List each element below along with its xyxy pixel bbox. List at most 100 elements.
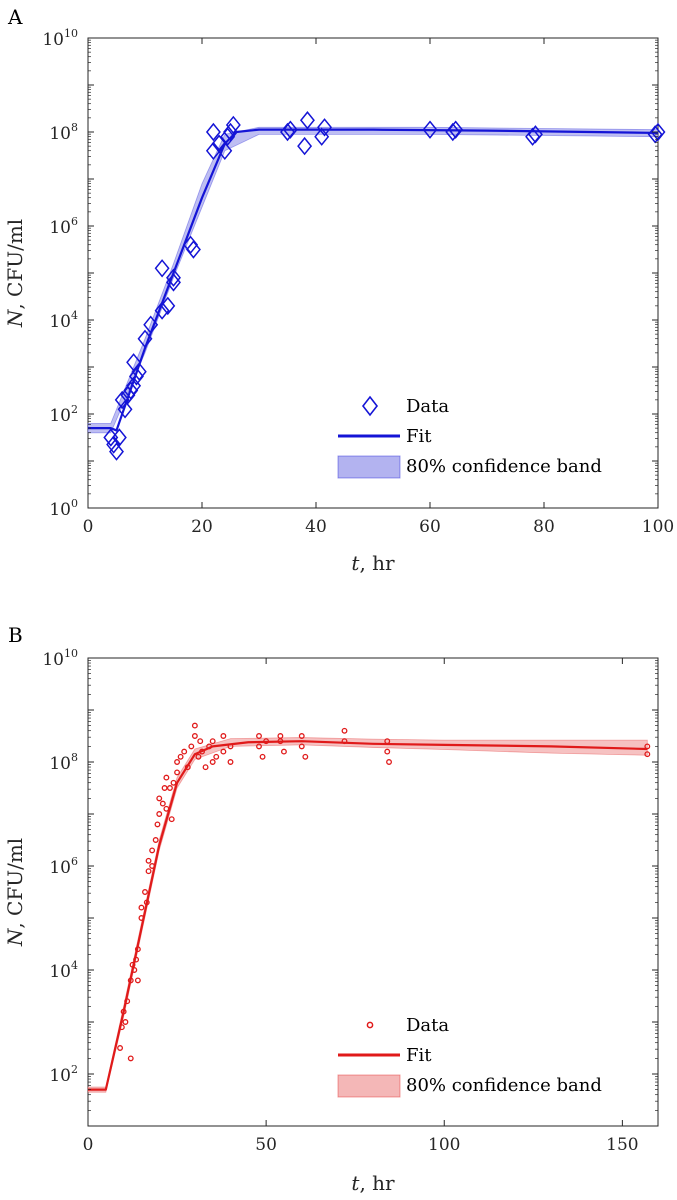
- data-point: [117, 1045, 124, 1051]
- y-tick-label: 108: [49, 121, 78, 144]
- data-point: [170, 779, 177, 786]
- data-point: [122, 1019, 129, 1025]
- data-point: [156, 795, 163, 802]
- y-tick-label: 108: [49, 751, 78, 774]
- panel-a-fit-line: [88, 128, 659, 432]
- panel-b-y-axis-label: N, CFU/ml: [3, 838, 27, 947]
- fit-line: [88, 128, 659, 432]
- x-tick-label: 0: [83, 517, 94, 537]
- data-point: [422, 120, 438, 139]
- data-point: [384, 748, 391, 755]
- data-point: [197, 738, 204, 745]
- data-point: [152, 837, 159, 843]
- data-point: [384, 738, 391, 745]
- panel-b-chart: B 0 50 100 150 102 104 106 108 1010 t, hr N, CF…: [3, 623, 659, 1195]
- y-tick-label: 104: [49, 309, 78, 332]
- data-point: [277, 733, 284, 739]
- data-point: [220, 748, 227, 755]
- panel-a-y-ticks: 100 102 104 106 108 1010: [42, 27, 658, 520]
- panel-b-x-axis-label: t, hr: [351, 1171, 395, 1195]
- data-point: [225, 115, 241, 135]
- legend-band-swatch-icon: [337, 1074, 401, 1098]
- data-point: [223, 122, 238, 142]
- panel-a-x-ticks: 0 20 40 60 80 100: [83, 38, 674, 537]
- x-tick-label: 150: [606, 1135, 638, 1155]
- x-tick-label: 20: [191, 517, 213, 537]
- data-point: [317, 118, 333, 137]
- data-point: [160, 296, 176, 316]
- data-point: [131, 362, 147, 381]
- panel-a-legend-data: Data: [406, 396, 449, 417]
- data-point: [185, 240, 201, 259]
- data-point: [161, 785, 168, 791]
- data-point: [138, 904, 145, 911]
- x-tick-label: 50: [255, 1135, 277, 1155]
- panel-b-label: B: [8, 623, 23, 647]
- data-point: [183, 235, 199, 254]
- x-tick-label: 60: [419, 517, 441, 537]
- data-point: [174, 769, 181, 776]
- data-point: [145, 868, 152, 875]
- data-point: [177, 753, 184, 760]
- data-point: [117, 400, 133, 419]
- data-point: [129, 961, 136, 968]
- x-tick-label: 100: [428, 1135, 460, 1155]
- data-point: [205, 122, 221, 142]
- data-point: [106, 435, 122, 454]
- data-point: [154, 259, 170, 278]
- data-point: [137, 329, 153, 348]
- data-point: [174, 759, 181, 765]
- data-point: [227, 743, 234, 750]
- x-tick-label: 80: [533, 517, 555, 537]
- data-point: [202, 764, 209, 771]
- panel-a-legend-band: 80% confidence band: [406, 456, 602, 477]
- data-point: [154, 821, 161, 828]
- panel-b-y-ticks: 102 104 106 108 1010: [42, 647, 658, 1127]
- data-point: [149, 863, 156, 869]
- data-point: [181, 748, 188, 755]
- data-point: [341, 738, 348, 745]
- data-point: [109, 442, 124, 461]
- data-point: [131, 967, 138, 973]
- data-point: [128, 367, 144, 386]
- legend-circle-marker-icon: [366, 1021, 374, 1029]
- data-point: [163, 805, 170, 812]
- y-tick-label: 102: [49, 403, 78, 426]
- data-point: [191, 722, 198, 729]
- data-point: [527, 125, 543, 144]
- data-point: [297, 136, 313, 156]
- panel-b-plot-area: [87, 657, 659, 1127]
- data-point: [123, 381, 139, 400]
- data-point: [448, 120, 464, 139]
- data-point: [217, 141, 233, 160]
- data-point: [205, 141, 221, 160]
- y-tick-label: 1010: [42, 27, 78, 50]
- data-point: [142, 889, 148, 895]
- data-point: [213, 753, 220, 760]
- panel-a-plot-area: [87, 37, 659, 509]
- data-point: [120, 1008, 127, 1015]
- data-point: [341, 727, 348, 734]
- data-point: [650, 122, 666, 142]
- data-point: [133, 956, 140, 963]
- data-point: [138, 915, 145, 921]
- data-point: [114, 390, 130, 410]
- data-point: [220, 733, 227, 739]
- data-point: [145, 857, 152, 864]
- data-point: [118, 1024, 125, 1031]
- data-point: [149, 847, 156, 854]
- legend-diamond-marker-icon: [361, 395, 379, 417]
- data-point: [209, 738, 216, 745]
- panel-a-x-axis-label: t, hr: [351, 551, 395, 575]
- data-point: [195, 753, 202, 760]
- y-tick-label: 100: [49, 497, 78, 520]
- data-point: [206, 743, 213, 750]
- data-point: [298, 733, 305, 739]
- panel-b-x-ticks: 0 50 100 150: [83, 658, 639, 1155]
- y-tick-label: 102: [49, 1063, 78, 1086]
- data-point: [154, 301, 170, 320]
- y-tick-label: 104: [49, 959, 78, 982]
- data-point: [227, 759, 234, 765]
- data-point: [220, 127, 236, 146]
